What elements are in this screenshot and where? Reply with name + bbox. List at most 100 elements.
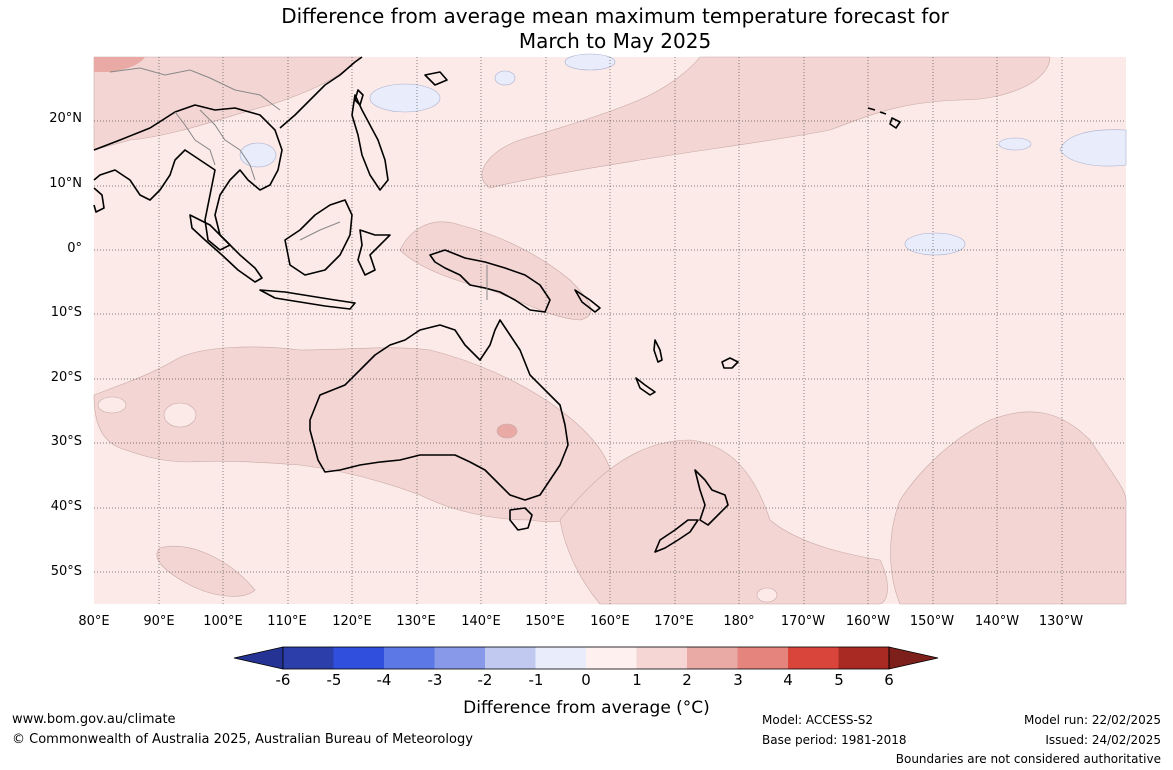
lon-label-150w: 150°W <box>909 614 955 629</box>
lon-label-140w: 140°W <box>974 614 1020 629</box>
lon-label-130e: 130°E <box>396 614 436 629</box>
new-zealand-north-island <box>694 469 729 526</box>
colorbar-segment <box>535 647 586 669</box>
lon-label-120e: 120°E <box>332 614 372 629</box>
lon-label-100e: 100°E <box>203 614 243 629</box>
fiji-coastline <box>721 357 739 369</box>
vanuatu-coastline <box>653 339 663 363</box>
colorbar-tick: -4 <box>376 671 392 689</box>
warmer-spot-northwest <box>94 57 145 72</box>
cool-spot-north-pacific-top <box>564 53 616 71</box>
lat-label-30s: 30°S <box>50 434 82 449</box>
lon-label-170w: 170°W <box>780 614 826 629</box>
cool-spot-central-pacific <box>904 232 966 256</box>
colorbar-segment <box>333 647 384 669</box>
borneo-coastline <box>284 199 353 276</box>
lon-label-170e: 170°E <box>654 614 694 629</box>
new-zealand-south-island <box>654 519 699 553</box>
lon-label-80e: 80°E <box>78 614 110 629</box>
lat-label-20n: 20°N <box>49 111 82 126</box>
country-borders <box>109 67 488 300</box>
colorbar <box>233 646 939 670</box>
colorbar-tick: -5 <box>326 671 342 689</box>
colorbar-segment <box>384 647 435 669</box>
warm-region-north-asia <box>93 56 361 151</box>
lon-label-130w: 130°W <box>1038 614 1084 629</box>
philippines-coastline <box>351 94 389 191</box>
colorbar-tick: 4 <box>783 671 793 689</box>
colorbar-tick: 6 <box>884 671 894 689</box>
colorbar-segment <box>283 647 334 669</box>
japan-coastline <box>424 71 448 86</box>
colorbar-tick: 2 <box>682 671 692 689</box>
lon-label-180: 180° <box>723 614 755 629</box>
colorbar-segment <box>838 647 889 669</box>
lat-label-10n: 10°N <box>49 176 82 191</box>
lon-label-110e: 110°E <box>267 614 307 629</box>
new-caledonia-coastline <box>635 377 656 396</box>
australia-coastline <box>309 319 569 501</box>
cool-spot-mainland-asia <box>239 142 277 168</box>
warm-region-southeast-pacific <box>890 411 1127 605</box>
colorbar-segment <box>737 647 788 669</box>
issued-date: Issued: 24/02/2025 <box>1045 733 1161 747</box>
cool-spot-philippine-sea <box>369 83 441 113</box>
cool-spot-northeast-pacific <box>1059 129 1127 167</box>
border-indochina <box>199 109 256 181</box>
colorbar-extend-low <box>233 646 284 670</box>
lon-label-90e: 90°E <box>143 614 175 629</box>
border-china-south <box>109 67 281 111</box>
sulawesi-coastline <box>357 229 391 276</box>
lon-label-160e: 160°E <box>590 614 630 629</box>
border-borneo <box>299 221 341 241</box>
warm-region-south-indian <box>156 546 256 597</box>
neutral-hole-indian-2 <box>163 402 197 428</box>
hawaii-coastline <box>867 107 901 129</box>
boundaries-disclaimer: Boundaries are not considered authoritat… <box>895 752 1161 766</box>
copyright-notice: © Commonwealth of Australia 2025, Austra… <box>12 732 473 747</box>
colorbar-segment <box>434 647 485 669</box>
colorbar-tick: 1 <box>632 671 642 689</box>
colorbar-segment <box>687 647 738 669</box>
lon-label-140e: 140°E <box>461 614 501 629</box>
lat-label-20s: 20°S <box>50 370 82 385</box>
warm-region-north-pacific <box>481 56 1051 189</box>
chart-title: Difference from average mean maximum tem… <box>0 4 1173 54</box>
colorbar-extend-high <box>888 646 939 670</box>
title-line-1: Difference from average mean maximum tem… <box>281 4 949 28</box>
graticule <box>94 57 1126 604</box>
colorbar-segment <box>788 647 839 669</box>
anomaly-regions <box>93 53 1127 605</box>
base-period: Base period: 1981-2018 <box>762 733 907 747</box>
new-guinea-coastline <box>429 249 551 313</box>
sri-lanka-coastline <box>93 187 105 213</box>
cool-spot-north-pacific-small <box>998 137 1032 151</box>
title-line-2: March to May 2025 <box>518 29 712 53</box>
colorbar-tick: -6 <box>275 671 291 689</box>
solomon-islands-coastline <box>574 289 601 313</box>
model-run-date: Model run: 22/02/2025 <box>1023 713 1161 727</box>
colorbar-border <box>282 646 890 670</box>
colorbar-tick: -2 <box>477 671 493 689</box>
colorbar-tick: -3 <box>427 671 443 689</box>
model-name: Model: ACCESS-S2 <box>762 713 874 727</box>
colorbar-tick: -1 <box>528 671 544 689</box>
border-myanmar-thailand <box>174 111 216 166</box>
southeast-asia-coastline <box>93 104 283 251</box>
colorbar-label: Difference from average (°C) <box>463 698 710 718</box>
lat-label-10s: 10°S <box>50 305 82 320</box>
lat-label-50s: 50°S <box>50 564 82 579</box>
lon-label-150e: 150°E <box>525 614 565 629</box>
colorbar-tick: 0 <box>581 671 591 689</box>
warmer-spot-central-australia <box>496 423 518 439</box>
colorbar-segment <box>636 647 687 669</box>
website-link[interactable]: www.bom.gov.au/climate <box>12 712 176 727</box>
neutral-hole-tasman <box>756 587 778 603</box>
colorbar-tick: 5 <box>834 671 844 689</box>
colorbar-segment <box>485 647 536 669</box>
colorbar-segment <box>586 647 637 669</box>
tasmania-coastline <box>509 507 533 531</box>
cool-spot-taiwan <box>494 70 516 86</box>
coastlines <box>93 56 901 553</box>
